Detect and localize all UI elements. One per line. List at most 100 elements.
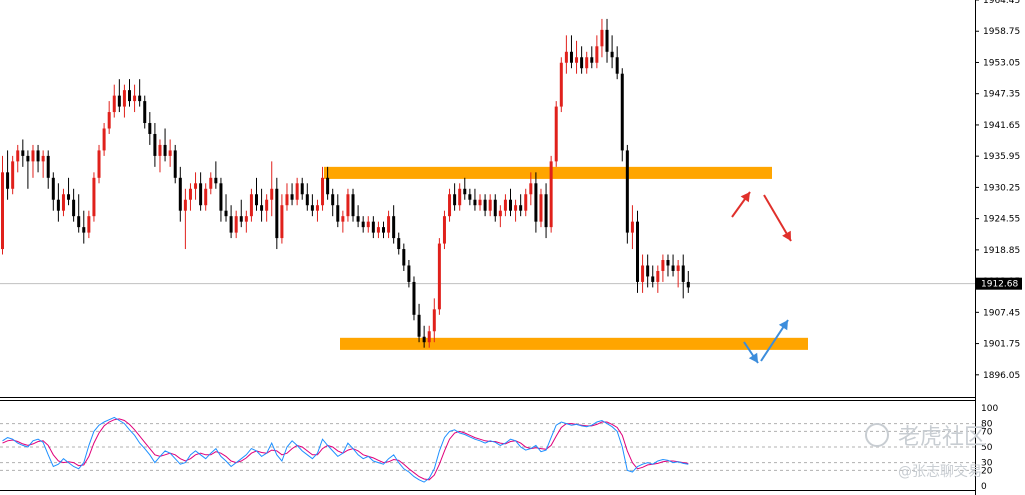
candle-body bbox=[321, 177, 325, 206]
candle-body bbox=[554, 106, 558, 162]
candle-body bbox=[422, 336, 426, 343]
candle-body bbox=[67, 194, 71, 200]
oscillator-tick-label: 30 bbox=[981, 459, 993, 469]
down-arrow-resistance-head-icon bbox=[782, 230, 791, 241]
candle-body bbox=[488, 199, 492, 211]
candle-body bbox=[300, 183, 304, 195]
candle-body bbox=[255, 194, 258, 206]
candle-body bbox=[61, 194, 65, 211]
candle-body bbox=[427, 331, 431, 343]
candle-body bbox=[295, 183, 299, 200]
candle-body bbox=[224, 210, 228, 217]
candle-body bbox=[620, 73, 624, 151]
candle-body bbox=[351, 194, 355, 217]
price-tick-label: 1964.45 bbox=[983, 0, 1020, 6]
candle-body bbox=[92, 177, 96, 217]
candle-body bbox=[214, 177, 218, 184]
candle-body bbox=[21, 150, 25, 156]
candle-body bbox=[326, 177, 330, 195]
candle-body bbox=[11, 161, 15, 189]
candle-body bbox=[636, 221, 639, 282]
candle-body bbox=[382, 227, 385, 233]
candle-body bbox=[483, 199, 487, 211]
candle-body bbox=[610, 51, 614, 58]
candle-body bbox=[595, 46, 599, 63]
candle-body bbox=[448, 194, 452, 217]
candle-body bbox=[133, 95, 137, 102]
candle-body bbox=[290, 194, 294, 200]
candle-body bbox=[270, 188, 274, 200]
candle-body bbox=[265, 199, 269, 211]
tiger-logo-icon bbox=[865, 423, 889, 447]
candle-body bbox=[437, 243, 441, 310]
candle-body bbox=[188, 188, 192, 200]
candle-body bbox=[646, 265, 650, 277]
candle-body bbox=[117, 95, 121, 107]
candle-body bbox=[153, 133, 157, 156]
candle-body bbox=[605, 29, 609, 52]
oscillator-series bbox=[2, 416, 689, 483]
candle-body bbox=[82, 227, 86, 233]
candle-body bbox=[681, 265, 685, 282]
candle-body bbox=[148, 123, 152, 134]
annotation-arrows bbox=[731, 191, 792, 364]
oscillator-tick-label: 20 bbox=[981, 466, 993, 476]
candle-body bbox=[219, 183, 223, 211]
candle-body bbox=[77, 216, 81, 228]
price-tick-label: 1935.95 bbox=[983, 152, 1020, 162]
watermark-brand: 老虎社区 bbox=[898, 425, 986, 450]
candle-body bbox=[158, 144, 162, 156]
candle-body bbox=[346, 194, 350, 217]
candle-body bbox=[661, 260, 665, 271]
candle-body bbox=[641, 265, 645, 282]
candle-body bbox=[234, 216, 238, 233]
zone-resistance bbox=[324, 166, 772, 179]
candle-body bbox=[107, 112, 111, 129]
candle-body bbox=[199, 183, 203, 206]
price-tick-label: 1953.05 bbox=[983, 58, 1020, 68]
candle-body bbox=[361, 221, 365, 228]
candle-body bbox=[412, 281, 416, 315]
oscillator-level-lines bbox=[0, 423, 975, 471]
candle-body bbox=[615, 57, 619, 74]
candle-body bbox=[514, 205, 518, 211]
price-tick-label: 1896.05 bbox=[983, 371, 1020, 381]
candle-body bbox=[204, 188, 208, 206]
candle-body bbox=[26, 155, 30, 162]
price-tick-label: 1958.75 bbox=[983, 27, 1020, 37]
candle-body bbox=[498, 210, 502, 217]
candle-body bbox=[46, 155, 50, 178]
candle-body bbox=[676, 265, 680, 271]
candle-body bbox=[656, 270, 660, 282]
candle-body bbox=[503, 199, 507, 211]
candle-body bbox=[56, 199, 60, 211]
candle-body bbox=[630, 221, 634, 233]
candle-body bbox=[229, 216, 233, 233]
candle-body bbox=[285, 194, 289, 206]
candle-body bbox=[397, 238, 401, 250]
up-arrow-support-head-icon bbox=[778, 320, 788, 331]
candle-body bbox=[686, 281, 690, 288]
candle-body bbox=[244, 216, 248, 222]
oscillator-tick-label: 70 bbox=[981, 427, 993, 437]
candle-body bbox=[478, 199, 482, 206]
candle-body bbox=[173, 150, 177, 178]
oscillator-tick-label: 0 bbox=[981, 482, 987, 492]
candle-body bbox=[336, 205, 340, 222]
candle-body bbox=[417, 314, 421, 337]
candle-body bbox=[468, 194, 472, 200]
price-tick-label: 1907.45 bbox=[983, 308, 1020, 318]
candle-body bbox=[407, 265, 411, 282]
candle-body bbox=[519, 205, 523, 211]
candle-body bbox=[102, 128, 106, 151]
candle-body bbox=[275, 188, 279, 239]
candle-body bbox=[341, 216, 345, 222]
candle-body bbox=[31, 150, 35, 162]
candle-body bbox=[559, 62, 563, 107]
candle-body bbox=[183, 199, 187, 211]
oscillator-main-line bbox=[2, 416, 689, 483]
candle-body bbox=[239, 216, 243, 222]
candle-body bbox=[458, 188, 462, 206]
